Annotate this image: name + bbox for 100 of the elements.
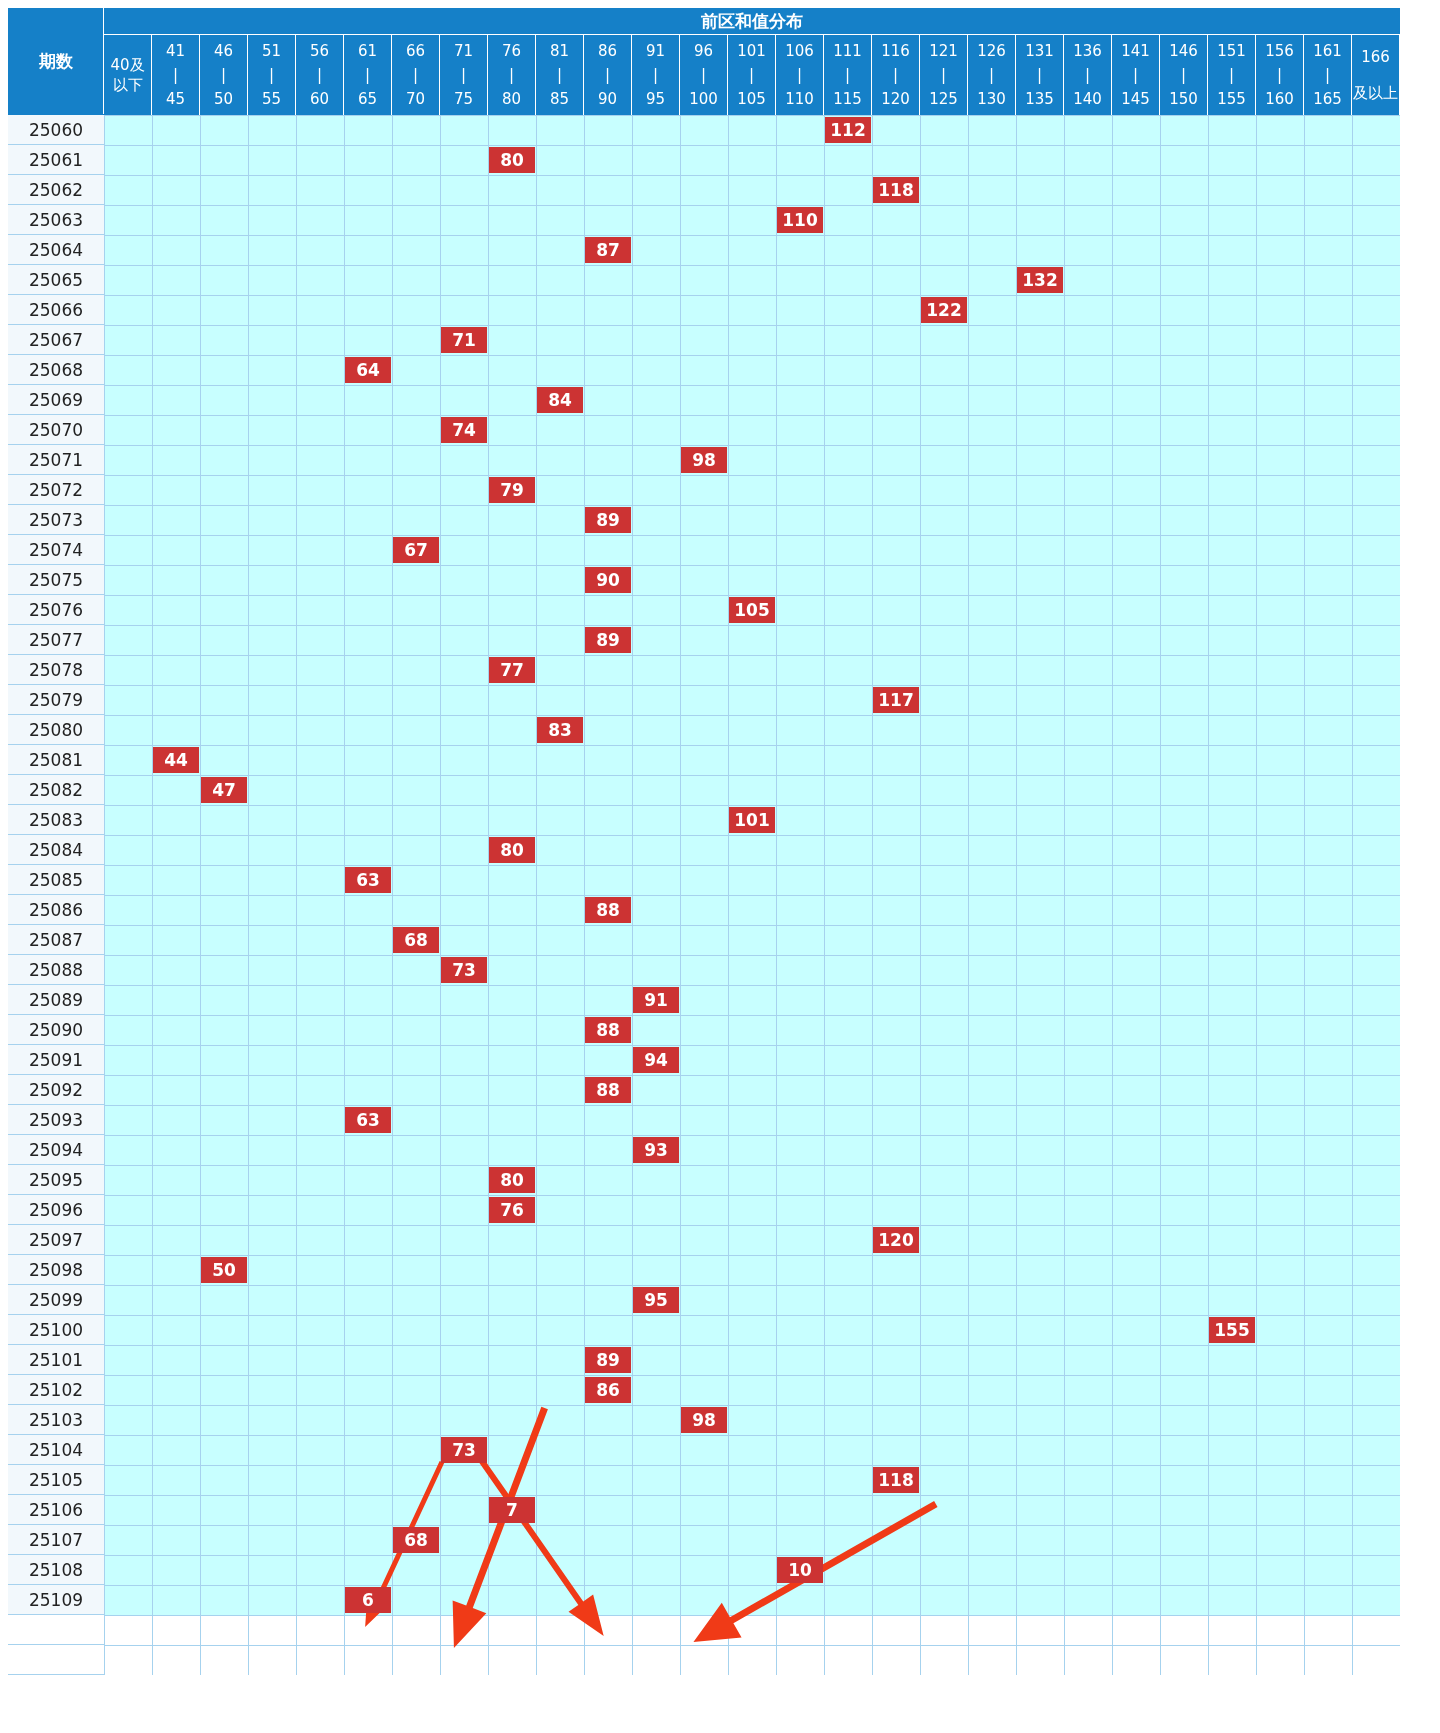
data-label: 89	[596, 1350, 620, 1370]
data-label: 120	[878, 1230, 914, 1250]
x-tick-label: 131 | 135	[1024, 41, 1055, 109]
data-label: 89	[596, 510, 620, 530]
y-tick-label: 25097	[8, 1225, 104, 1255]
data-label: 63	[356, 870, 380, 890]
y-tick-label: 25066	[8, 295, 104, 325]
data-label: 87	[596, 240, 620, 260]
data-label: 83	[548, 720, 572, 740]
y-tick-label: 25063	[8, 205, 104, 235]
y-tick-label: 25100	[8, 1315, 104, 1345]
x-tick-label: 71 | 75	[452, 41, 475, 109]
y-tick-label: 25084	[8, 835, 104, 865]
data-label: 64	[356, 360, 380, 380]
data-label: 88	[596, 1020, 620, 1040]
x-tick-label: 121 | 125	[928, 41, 959, 109]
data-label: 155	[1214, 1320, 1250, 1340]
x-tick-label: 46 | 50	[212, 41, 235, 109]
y-tick-label: 25078	[8, 655, 104, 685]
x-tick-label: 161 | 165	[1312, 41, 1343, 109]
y-tick-label: 25106	[8, 1495, 104, 1525]
y-tick-label: 25073	[8, 505, 104, 535]
data-label: 88	[596, 1080, 620, 1100]
y-tick-label: 25101	[8, 1345, 104, 1375]
y-tick-label: 25089	[8, 985, 104, 1015]
x-tick-label: 51 | 55	[260, 41, 283, 109]
y-tick-label: 25090	[8, 1015, 104, 1045]
y-tick-label: 25081	[8, 745, 104, 775]
data-label: 84	[548, 390, 572, 410]
y-tick-label: 25109	[8, 1585, 104, 1615]
data-label: 118	[878, 1470, 914, 1490]
data-label: 50	[212, 1260, 236, 1280]
data-label: 68	[404, 1530, 428, 1550]
y-tick-label: 25088	[8, 955, 104, 985]
data-label: 44	[164, 750, 188, 770]
data-label: 118	[878, 180, 914, 200]
y-tick-label: 25062	[8, 175, 104, 205]
x-tick-label: 156 | 160	[1264, 41, 1295, 109]
y-tick-label: 25079	[8, 685, 104, 715]
data-label: 105	[734, 600, 770, 620]
y-tick-label: 25075	[8, 565, 104, 595]
data-label: 90	[596, 570, 620, 590]
y-tick-label: 25093	[8, 1105, 104, 1135]
x-tick-label: 40及以下	[109, 55, 146, 95]
data-label: 63	[356, 1110, 380, 1130]
y-tick-label: 25060	[8, 115, 104, 145]
data-label: 89	[596, 630, 620, 650]
y-tick-label: 25071	[8, 445, 104, 475]
data-label: 94	[644, 1050, 668, 1070]
x-tick-label: 66 | 70	[404, 41, 427, 109]
x-tick-label: 151 | 155	[1216, 41, 1247, 109]
data-label: 112	[830, 120, 866, 140]
data-label: 76	[500, 1200, 524, 1220]
text: 6	[362, 1590, 374, 1610]
y-tick-label: 25094	[8, 1135, 104, 1165]
data-label: 117	[878, 690, 914, 710]
data-label: 67	[404, 540, 428, 560]
data-label: 122	[926, 300, 962, 320]
y-tick-label: 25082	[8, 775, 104, 805]
y-tick-label: 25099	[8, 1285, 104, 1315]
x-tick-label: 96 | 100	[688, 41, 719, 109]
y-tick-label: 25108	[8, 1555, 104, 1585]
y-tick-label: 25080	[8, 715, 104, 745]
y-tick-label: 25092	[8, 1075, 104, 1105]
y-tick-label: 25086	[8, 895, 104, 925]
data-label: 74	[452, 420, 476, 440]
x-tick-label: 61 | 65	[356, 41, 379, 109]
y-tick-label: 25083	[8, 805, 104, 835]
x-tick-label: 106 | 110	[784, 41, 815, 109]
data-label: 73	[452, 1440, 476, 1460]
y-tick-label: 25069	[8, 385, 104, 415]
x-tick-label: 86 | 90	[596, 41, 619, 109]
data-label: 86	[596, 1380, 620, 1400]
y-tick-label: 25074	[8, 535, 104, 565]
data-label: 98	[692, 450, 716, 470]
y-tick-label: 25102	[8, 1375, 104, 1405]
data-label: 71	[452, 330, 476, 350]
data-label: 91	[644, 990, 668, 1010]
data-label: 68	[404, 930, 428, 950]
y-tick-label: 25065	[8, 265, 104, 295]
data-label: 132	[1022, 270, 1058, 290]
data-label: 73	[452, 960, 476, 980]
y-tick-label: 25087	[8, 925, 104, 955]
y-tick-label: 25095	[8, 1165, 104, 1195]
data-label: 79	[500, 480, 524, 500]
y-tick-label: 25068	[8, 355, 104, 385]
data-label: 88	[596, 900, 620, 920]
data-label: 47	[212, 780, 236, 800]
data-label: 80	[500, 840, 524, 860]
x-tick-label: 81 | 85	[548, 41, 571, 109]
x-tick-label: 56 | 60	[308, 41, 331, 109]
data-label: 80	[500, 150, 524, 170]
data-label: 80	[500, 1170, 524, 1190]
x-tick-label: 76 | 80	[500, 41, 523, 109]
data-label: 77	[500, 660, 524, 680]
y-tick-label: 25098	[8, 1255, 104, 1285]
y-tick-label: 25091	[8, 1045, 104, 1075]
y-tick-label: 25103	[8, 1405, 104, 1435]
y-axis-title: 期数	[8, 8, 104, 114]
text: 7	[506, 1500, 518, 1520]
